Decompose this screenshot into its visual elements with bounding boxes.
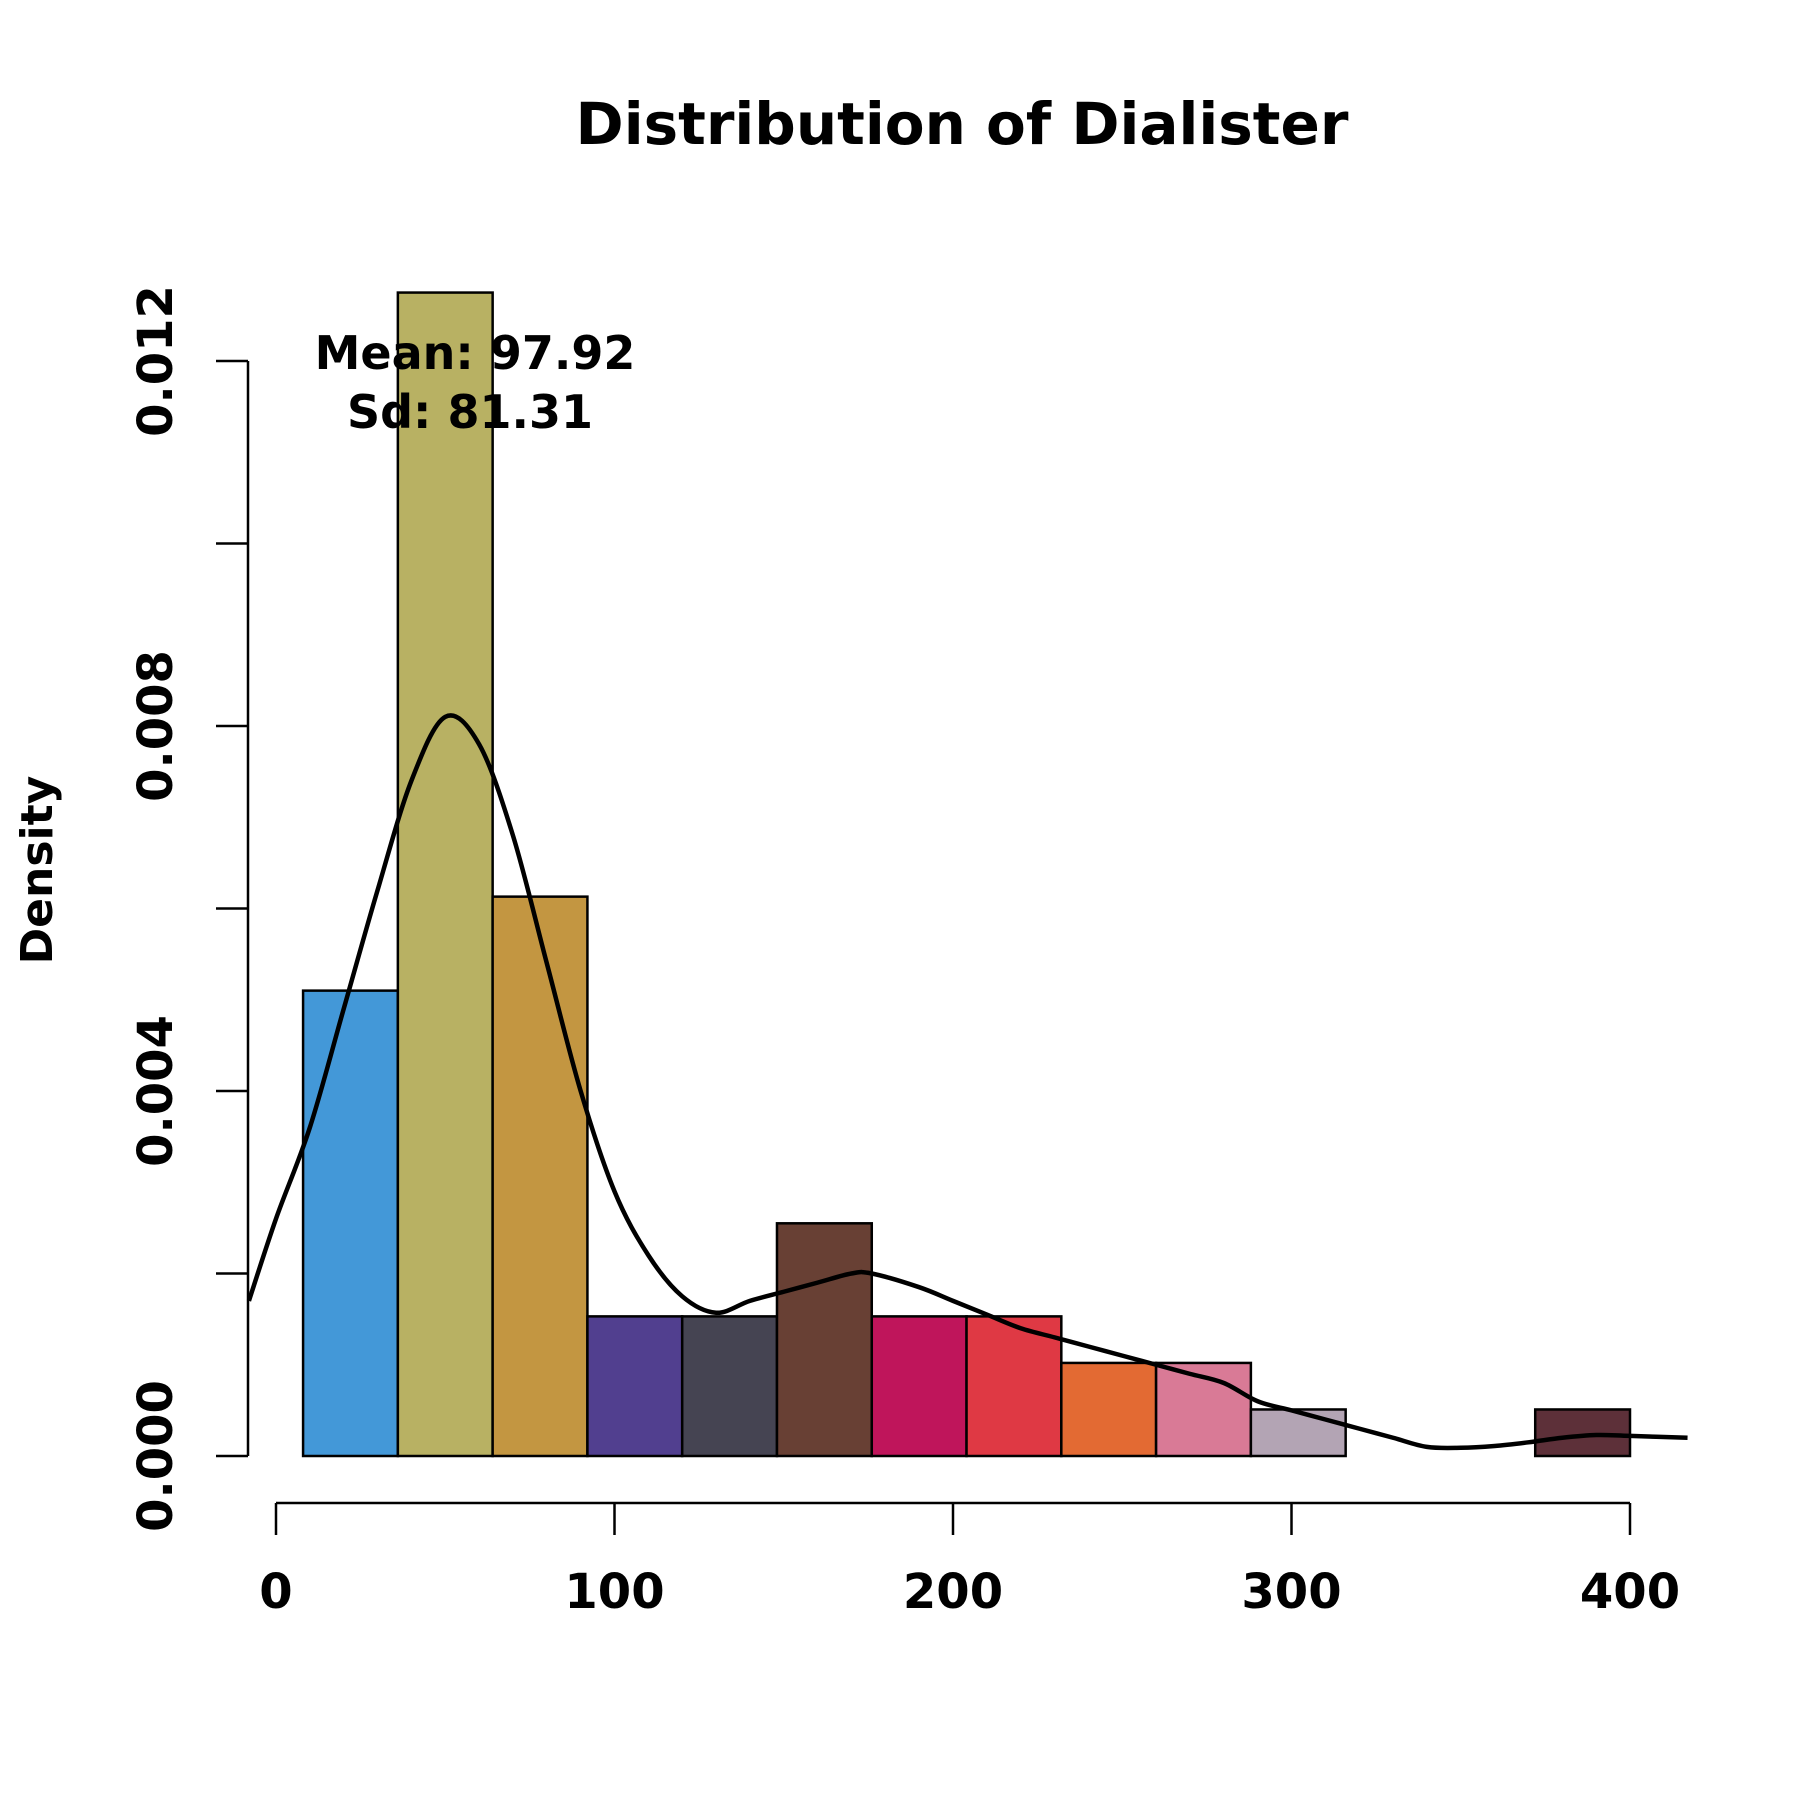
y-tick-label: 0.004 — [128, 1015, 184, 1167]
x-axis: 0 100 200 300 400 — [259, 1501, 1680, 1620]
y-axis: 0.000 0.004 0.008 0.012 — [128, 285, 250, 1532]
sd-annotation: Sd: 81.31 — [347, 385, 593, 439]
density-curve — [246, 713, 1688, 1451]
y-tick-label: 0.012 — [128, 285, 184, 437]
x-tick-label: 100 — [564, 1564, 664, 1620]
x-tick-label: 300 — [1241, 1564, 1341, 1620]
histogram-bar-9 — [1060, 1361, 1158, 1458]
histogram-bar-14 — [1533, 1408, 1632, 1458]
y-tick-label: 0.008 — [128, 650, 184, 802]
histogram-bar-11 — [1249, 1408, 1347, 1458]
histogram-bar-2 — [396, 291, 494, 1458]
histogram-bar-8 — [965, 1315, 1063, 1458]
x-tick-label: 200 — [903, 1564, 1003, 1620]
histogram-bar-3 — [491, 895, 589, 1458]
histogram-bar-5 — [680, 1315, 779, 1458]
y-tick-label: 0.000 — [128, 1380, 184, 1532]
x-tick-label: 0 — [259, 1564, 292, 1620]
chart-title: Distribution of Dialister — [576, 90, 1349, 158]
histogram-bar-7 — [870, 1315, 968, 1458]
histogram-bar-6 — [775, 1222, 874, 1458]
mean-annotation: Mean: 97.92 — [315, 326, 636, 380]
histogram-bar-1 — [301, 989, 400, 1458]
histogram-bar-4 — [586, 1315, 684, 1458]
histogram-bars — [301, 291, 1632, 1458]
x-tick-label: 400 — [1580, 1564, 1680, 1620]
y-axis-label: Density — [12, 776, 63, 965]
